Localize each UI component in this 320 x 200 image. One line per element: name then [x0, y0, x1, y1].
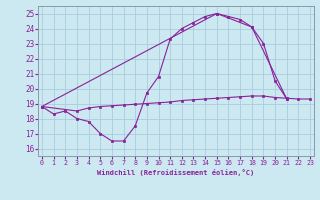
X-axis label: Windchill (Refroidissement éolien,°C): Windchill (Refroidissement éolien,°C) — [97, 169, 255, 176]
